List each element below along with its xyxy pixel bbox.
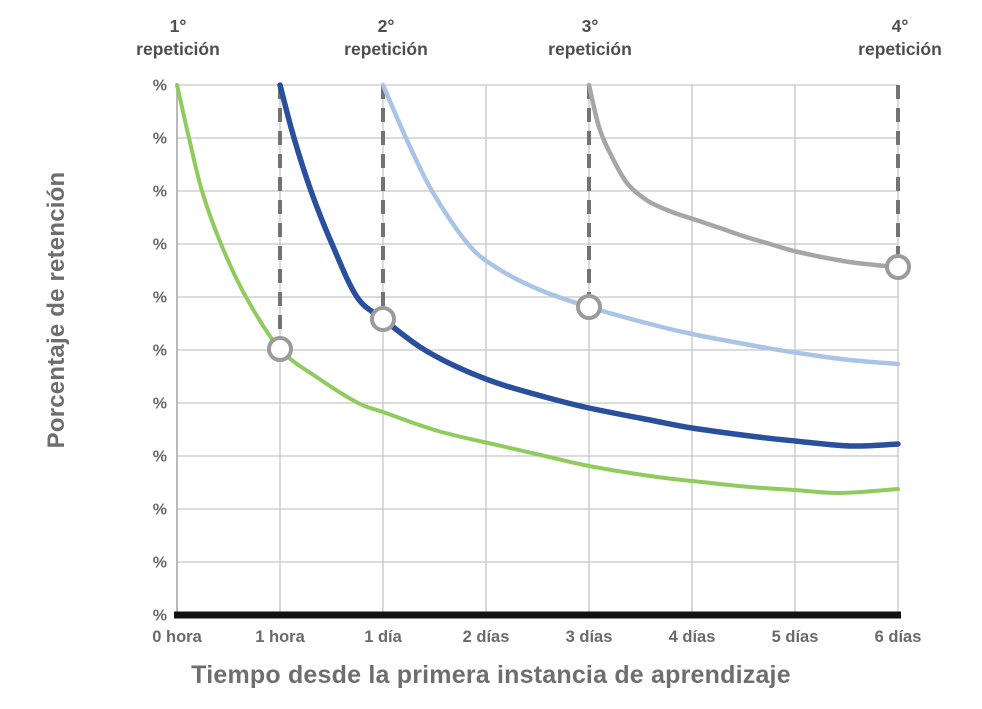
y-tick-label: % <box>153 290 167 307</box>
repetition-label-word: repetición <box>858 39 942 59</box>
review-marker <box>885 254 911 280</box>
forgetting-curve-2 <box>380 82 901 367</box>
x-tick-label: 4 días <box>669 628 716 646</box>
x-tick-label: 1 día <box>364 628 402 646</box>
repetition-label-word: repetición <box>548 39 632 59</box>
repetition-label-word: repetición <box>344 39 428 59</box>
review-marker <box>267 336 293 362</box>
repetition-labels-layer: 1° repetición 2° repetición 3° repetición 4° re… <box>136 16 942 59</box>
repetition-label-word: repetición <box>136 39 220 59</box>
y-tick-label: % <box>153 343 167 360</box>
repetition-label-ordinal: 1° <box>170 16 187 36</box>
forgetting-curve-3 <box>586 82 901 270</box>
review-markers-layer <box>267 254 911 362</box>
x-tick-label: 0 hora <box>152 628 202 646</box>
x-tick-label: 6 días <box>875 628 922 646</box>
repetition-dashed-lines-layer <box>278 85 900 336</box>
tick-labels-layer: %%%%%%%%%%% 0 hora 1 hora 1 día 2 días 3 días… <box>152 78 921 647</box>
x-tick-label: 1 hora <box>255 628 305 646</box>
y-tick-label: % <box>153 396 167 413</box>
forgetting-curve-0 <box>175 83 900 496</box>
x-axis-title: Tiempo desde la primera instancia de apr… <box>191 661 791 689</box>
x-axis-line <box>174 611 901 619</box>
repetition-label-ordinal: 3° <box>582 16 599 36</box>
x-tick-label: 3 días <box>566 628 613 646</box>
y-tick-label: % <box>153 237 167 254</box>
y-tick-label: % <box>153 184 167 201</box>
y-tick-label: % <box>153 502 167 519</box>
y-axis-title: Porcentaje de retención <box>43 172 70 449</box>
y-tick-label: % <box>153 608 167 625</box>
y-tick-label: % <box>153 78 167 95</box>
axis-layer <box>174 611 901 619</box>
y-tick-label: % <box>153 131 167 148</box>
repetition-label-ordinal: 2° <box>378 16 395 36</box>
curves-layer <box>175 82 901 496</box>
x-tick-label: 2 días <box>463 628 510 646</box>
review-marker <box>576 294 602 320</box>
y-tick-label: % <box>153 449 167 466</box>
y-tick-label: % <box>153 555 167 572</box>
x-tick-label: 5 días <box>772 628 819 646</box>
repetition-label-ordinal: 4° <box>892 16 909 36</box>
review-marker <box>370 306 396 332</box>
forgetting-curve-1 <box>277 82 901 449</box>
